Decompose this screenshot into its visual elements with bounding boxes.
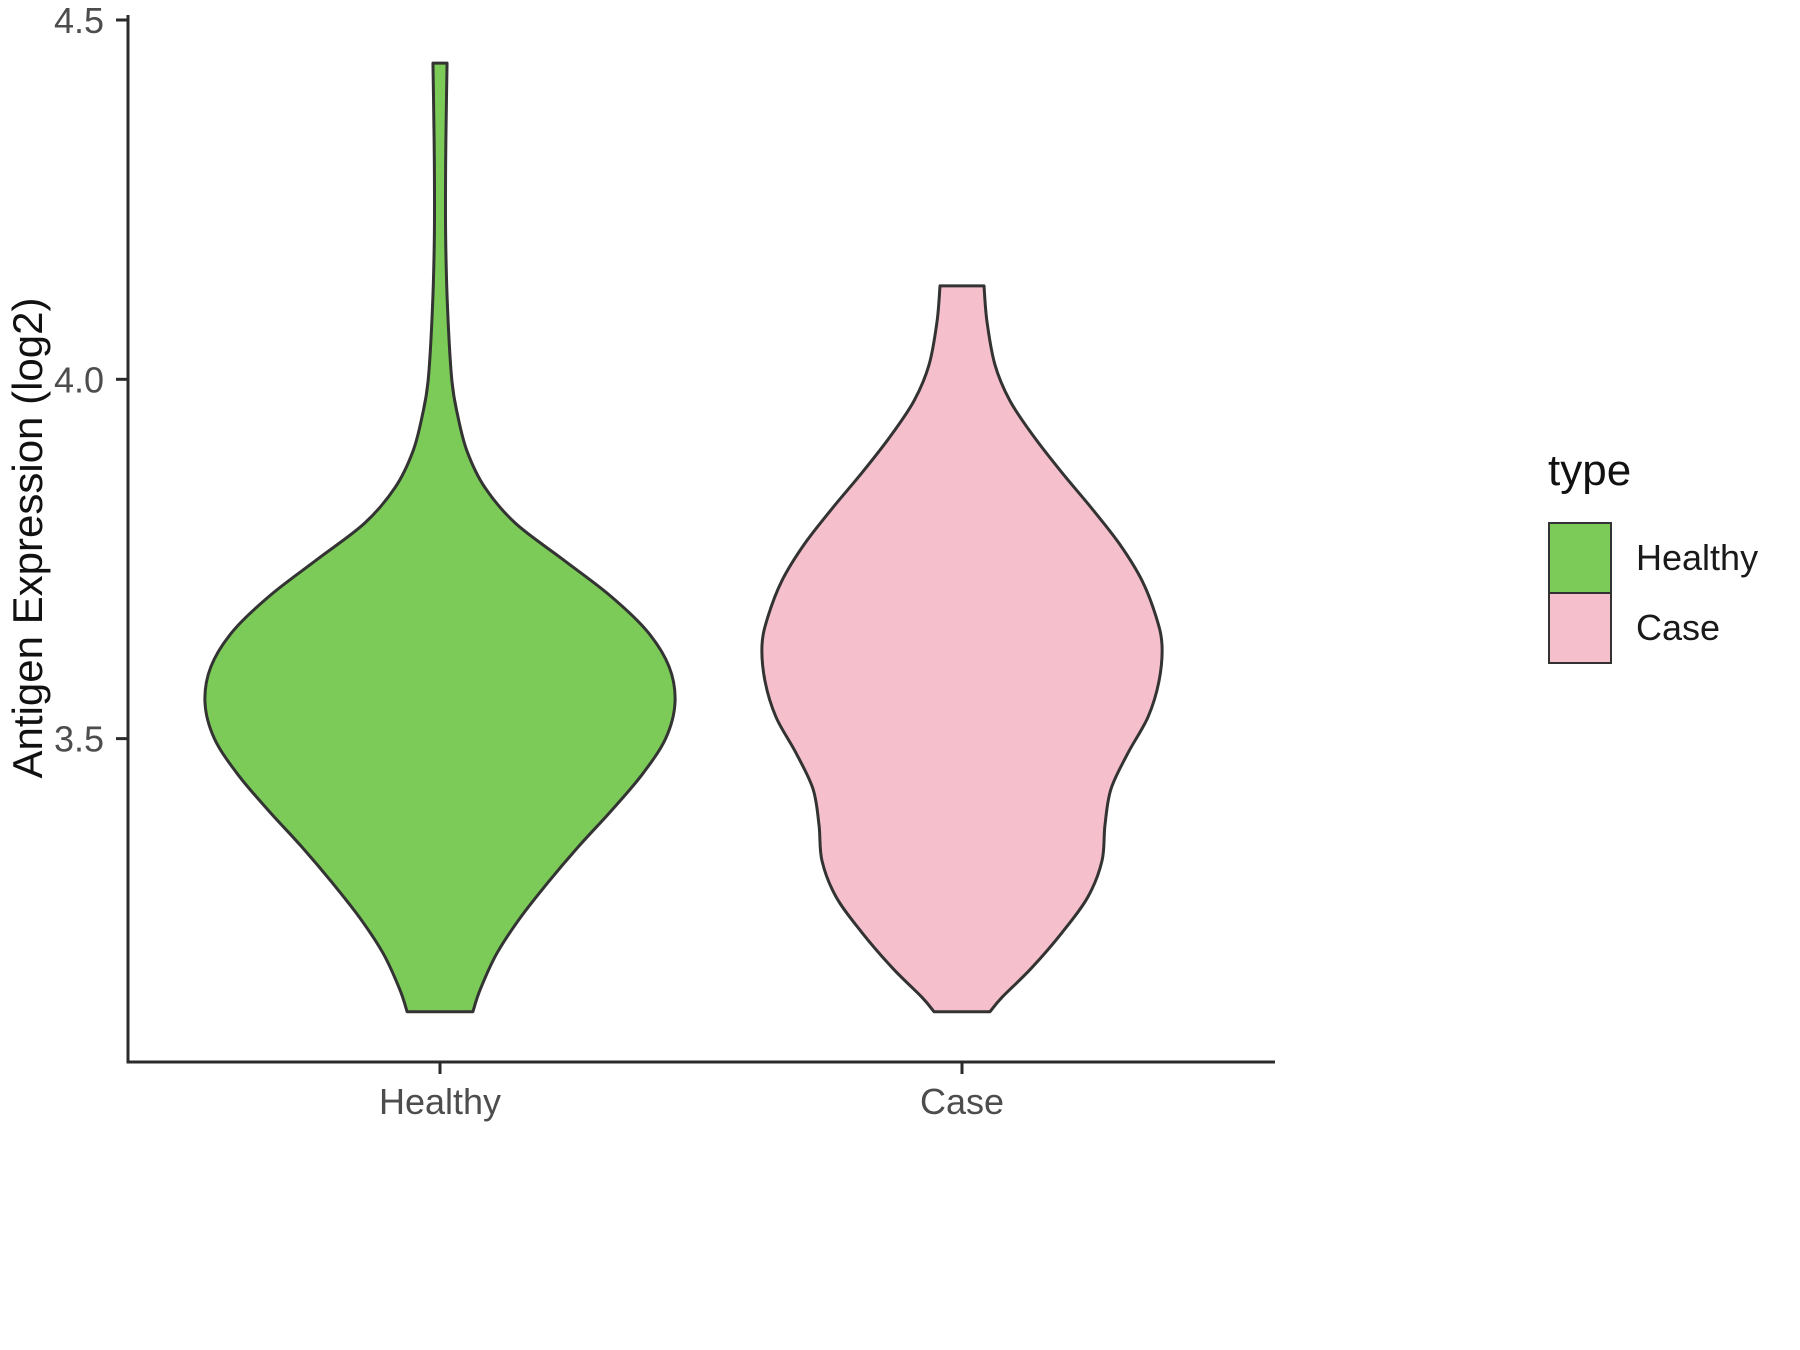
axis-lines	[126, 15, 1275, 1064]
legend-item-healthy: Healthy	[1548, 522, 1758, 594]
legend-item-case: Case	[1548, 592, 1758, 664]
legend-swatch-case	[1548, 592, 1612, 664]
x-category-label: Healthy	[379, 1081, 501, 1122]
x-category-label: Case	[920, 1081, 1004, 1122]
legend-title: type	[1548, 446, 1632, 495]
legend-swatch-healthy	[1548, 522, 1612, 594]
violin-healthy	[203, 61, 677, 1014]
y-tick-label: 4.5	[54, 0, 104, 41]
violins-group	[203, 61, 1164, 1014]
y-tick-label: 3.5	[54, 719, 104, 760]
y-tick-label: 4.0	[54, 359, 104, 400]
violin-case	[760, 284, 1164, 1014]
legend-label-case: Case	[1636, 607, 1721, 648]
legend: type Healthy Case	[1548, 446, 1758, 664]
legend-label-healthy: Healthy	[1636, 537, 1759, 578]
axes-group: 3.5 4.0 4.5 Healthy Case	[54, 0, 1275, 1122]
y-axis-title: Antigen Expression (log2)	[4, 298, 51, 779]
